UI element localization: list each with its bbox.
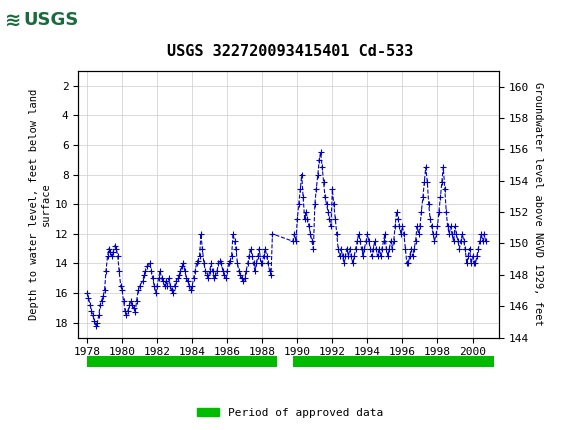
Legend: Period of approved data: Period of approved data bbox=[193, 403, 387, 422]
Y-axis label: Depth to water level, feet below land
surface: Depth to water level, feet below land su… bbox=[30, 89, 51, 320]
Text: USGS: USGS bbox=[23, 11, 78, 29]
Text: ≋: ≋ bbox=[5, 10, 21, 30]
Text: ≋USGS: ≋USGS bbox=[14, 11, 85, 29]
Y-axis label: Groundwater level above NGVD 1929, feet: Groundwater level above NGVD 1929, feet bbox=[533, 83, 543, 326]
Text: USGS 322720093415401 Cd-533: USGS 322720093415401 Cd-533 bbox=[167, 44, 413, 58]
Bar bbox=[3, 3, 87, 37]
